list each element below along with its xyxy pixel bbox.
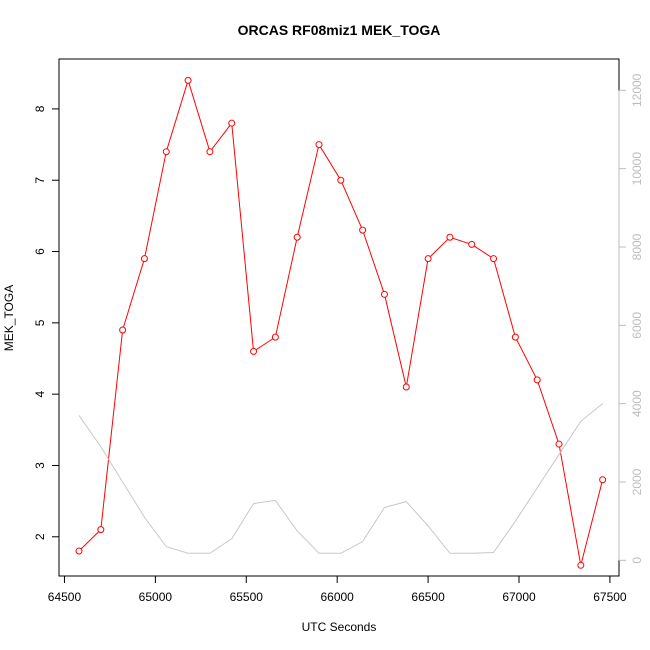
x-tick-label-1: 65000 — [139, 590, 173, 604]
series-0-point-6 — [206, 148, 214, 156]
series-0-point-13 — [359, 226, 367, 234]
series-0-point-11 — [315, 141, 323, 149]
x-tick-label-6: 67500 — [593, 590, 627, 604]
y2-tick-label-1: 2000 — [630, 468, 644, 495]
series-0-point-20 — [511, 333, 519, 341]
series-0-point-2 — [119, 326, 127, 334]
y2-tick-label-6: 12000 — [630, 73, 644, 107]
series-line-1 — [78, 403, 603, 554]
x-axis-label: UTC Seconds — [302, 620, 377, 634]
y-tick-label-2: 4 — [33, 391, 47, 398]
series-0-point-18 — [468, 240, 476, 248]
series-0-point-1 — [97, 526, 105, 534]
series-0-point-7 — [228, 119, 236, 127]
series-0-point-14 — [380, 290, 388, 298]
series-0-point-10 — [293, 233, 301, 241]
series-0-point-5 — [184, 76, 192, 84]
series-0-point-16 — [424, 255, 432, 263]
y2-tick-label-5: 10000 — [630, 152, 644, 186]
x-tick-label-3: 66000 — [320, 590, 354, 604]
y-axis-label: MEK_TOGA — [2, 285, 16, 351]
y-tick-label-6: 8 — [33, 105, 47, 112]
y-tick-label-4: 6 — [33, 248, 47, 255]
y2-tick-label-4: 8000 — [630, 233, 644, 260]
x-tick-label-5: 67000 — [502, 590, 536, 604]
series-0-point-24 — [599, 476, 607, 484]
y-tick-label-0: 2 — [33, 533, 47, 540]
series-0-point-15 — [402, 383, 410, 391]
y2-tick-label-3: 6000 — [630, 312, 644, 339]
plot-frame — [58, 58, 620, 577]
series-0-point-3 — [140, 255, 148, 263]
series-0-point-12 — [337, 176, 345, 184]
series-layer — [75, 76, 607, 569]
x-axis: 64500 65000 65500 66000 66500 67000 67500 — [48, 575, 627, 604]
series-0-point-22 — [555, 440, 563, 448]
x-tick-label-2: 65500 — [230, 590, 264, 604]
series-line-0 — [78, 78, 604, 566]
series-0-point-21 — [533, 376, 541, 384]
series-0-point-17 — [446, 233, 454, 241]
series-0-point-9 — [271, 333, 279, 341]
series-0-point-8 — [250, 347, 258, 355]
chart-title: ORCAS RF08miz1 MEK_TOGA — [238, 22, 441, 38]
y-axis: 2 3 4 5 6 7 8 — [33, 105, 60, 540]
y2-tick-label-2: 4000 — [630, 390, 644, 417]
series-0-point-23 — [577, 561, 585, 569]
series-0-point-4 — [162, 148, 170, 156]
series-0-point-19 — [490, 255, 498, 263]
y-tick-label-3: 5 — [33, 319, 47, 326]
y2-axis: 0 2000 4000 6000 8000 10000 12000 — [618, 73, 644, 564]
x-tick-label-4: 66500 — [411, 590, 445, 604]
y2-tick-label-0: 0 — [630, 557, 644, 564]
series-0-point-0 — [75, 547, 83, 555]
x-tick-label-0: 64500 — [48, 590, 82, 604]
y-tick-label-1: 3 — [33, 462, 47, 469]
y-tick-label-5: 7 — [33, 177, 47, 184]
